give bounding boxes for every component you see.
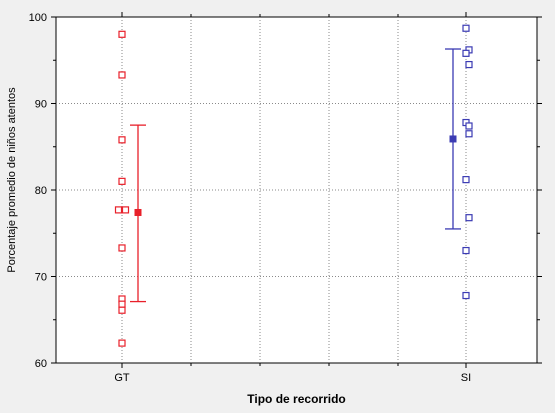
x-tick-label: GT	[114, 372, 130, 384]
data-point	[462, 291, 470, 300]
x-tick-label: SI	[461, 372, 471, 384]
data-point	[465, 122, 473, 130]
data-point	[462, 176, 470, 184]
data-point	[465, 130, 473, 138]
data-point	[462, 49, 470, 57]
data-point	[118, 136, 126, 144]
data-point	[118, 71, 126, 79]
data-point	[118, 300, 126, 308]
y-tick-label: 70	[35, 272, 47, 284]
data-point	[465, 60, 473, 69]
data-point	[118, 177, 126, 185]
y-tick-label: 100	[29, 12, 47, 24]
y-tick-label: 60	[35, 358, 47, 370]
y-tick-label: 80	[35, 185, 47, 197]
mean-marker	[134, 208, 142, 216]
data-point	[118, 30, 126, 38]
x-axis-title: Tipo de recorrido	[247, 392, 345, 406]
data-point	[465, 214, 473, 222]
y-tick-label: 90	[35, 99, 47, 111]
y-axis-title: Porcentaje promedio de niños atentos	[6, 87, 18, 273]
data-point	[118, 244, 126, 252]
data-point	[462, 24, 470, 32]
data-point	[114, 206, 123, 214]
data-point	[118, 306, 126, 314]
data-point	[121, 206, 130, 214]
y-ticks: 60 70 80 90 100	[29, 12, 542, 370]
data-point	[462, 246, 470, 255]
data-point	[118, 339, 126, 347]
marks-layer	[114, 24, 473, 347]
x-ticks: GT SI	[114, 12, 471, 384]
mean-marker	[449, 135, 457, 143]
